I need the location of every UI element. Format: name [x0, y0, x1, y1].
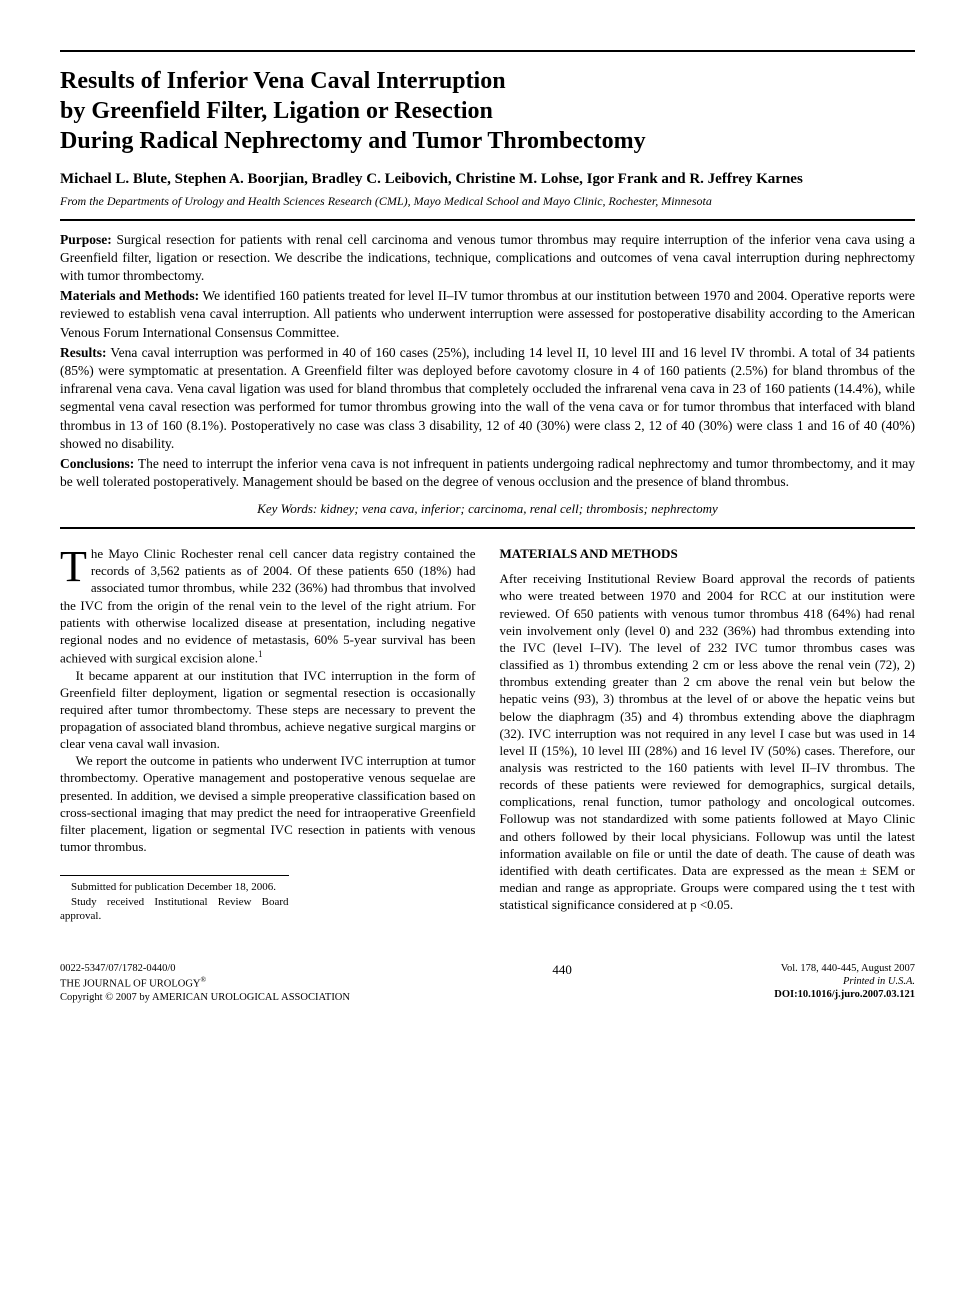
abstract-methods: Materials and Methods: We identified 160…: [60, 287, 915, 342]
results-label: Results:: [60, 345, 107, 360]
top-rule: [60, 50, 915, 52]
intro-p3: We report the outcome in patients who un…: [60, 752, 476, 855]
dropcap: T: [60, 545, 91, 585]
footer-right: Vol. 178, 440-445, August 2007 Printed i…: [774, 962, 915, 1004]
methods-label: Materials and Methods:: [60, 288, 199, 303]
title-line-3: During Radical Nephrectomy and Tumor Thr…: [60, 128, 646, 154]
footnotes: Submitted for publication December 18, 2…: [60, 875, 289, 924]
footer-journal: THE JOURNAL OF UROLOGY®: [60, 975, 350, 991]
footnote-1: Submitted for publication December 18, 2…: [60, 880, 289, 895]
ref-1[interactable]: 1: [258, 649, 263, 659]
footer-issn: 0022-5347/07/1782-0440/0: [60, 962, 350, 975]
conclusions-text: The need to interrupt the inferior vena …: [60, 456, 915, 489]
methods-p1: After receiving Institutional Review Boa…: [500, 570, 916, 913]
intro-p2: It became apparent at our institution th…: [60, 667, 476, 753]
abstract-conclusions: Conclusions: The need to interrupt the i…: [60, 455, 915, 491]
abstract: Purpose: Surgical resection for patients…: [60, 231, 915, 518]
authors: Michael L. Blute, Stephen A. Boorjian, B…: [60, 170, 915, 190]
intro-p1-text: he Mayo Clinic Rochester renal cell canc…: [60, 546, 476, 665]
article-title: Results of Inferior Vena Caval Interrupt…: [60, 66, 915, 156]
footer-printed: Printed in U.S.A.: [774, 975, 915, 988]
footer-copyright: Copyright © 2007 by AMERICAN UROLOGICAL …: [60, 991, 350, 1004]
keywords: Key Words: kidney; vena cava, inferior; …: [60, 500, 915, 518]
page-number: 440: [552, 962, 572, 1004]
footnote-2: Study received Institutional Review Boar…: [60, 895, 289, 924]
affiliation: From the Departments of Urology and Heal…: [60, 194, 915, 209]
methods-heading: MATERIALS AND METHODS: [500, 545, 916, 562]
footer-vol: Vol. 178, 440-445, August 2007: [774, 962, 915, 975]
page-footer: 0022-5347/07/1782-0440/0 THE JOURNAL OF …: [60, 962, 915, 1004]
conclusions-label: Conclusions:: [60, 456, 134, 471]
intro-p1: The Mayo Clinic Rochester renal cell can…: [60, 545, 476, 666]
results-text: Vena caval interruption was performed in…: [60, 345, 915, 451]
footer-doi: DOI:10.1016/j.juro.2007.03.121: [774, 988, 915, 1001]
purpose-text: Surgical resection for patients with ren…: [60, 232, 915, 283]
abstract-purpose: Purpose: Surgical resection for patients…: [60, 231, 915, 286]
title-bottom-rule: [60, 219, 915, 221]
title-block: Results of Inferior Vena Caval Interrupt…: [60, 66, 915, 209]
abstract-results: Results: Vena caval interruption was per…: [60, 344, 915, 453]
title-line-1: Results of Inferior Vena Caval Interrupt…: [60, 68, 506, 94]
purpose-label: Purpose:: [60, 232, 112, 247]
body-columns: The Mayo Clinic Rochester renal cell can…: [60, 545, 915, 924]
abstract-bottom-rule: [60, 527, 915, 529]
footer-left: 0022-5347/07/1782-0440/0 THE JOURNAL OF …: [60, 962, 350, 1004]
left-column: The Mayo Clinic Rochester renal cell can…: [60, 545, 476, 924]
right-column: MATERIALS AND METHODS After receiving In…: [500, 545, 916, 924]
title-line-2: by Greenfield Filter, Ligation or Resect…: [60, 98, 493, 124]
